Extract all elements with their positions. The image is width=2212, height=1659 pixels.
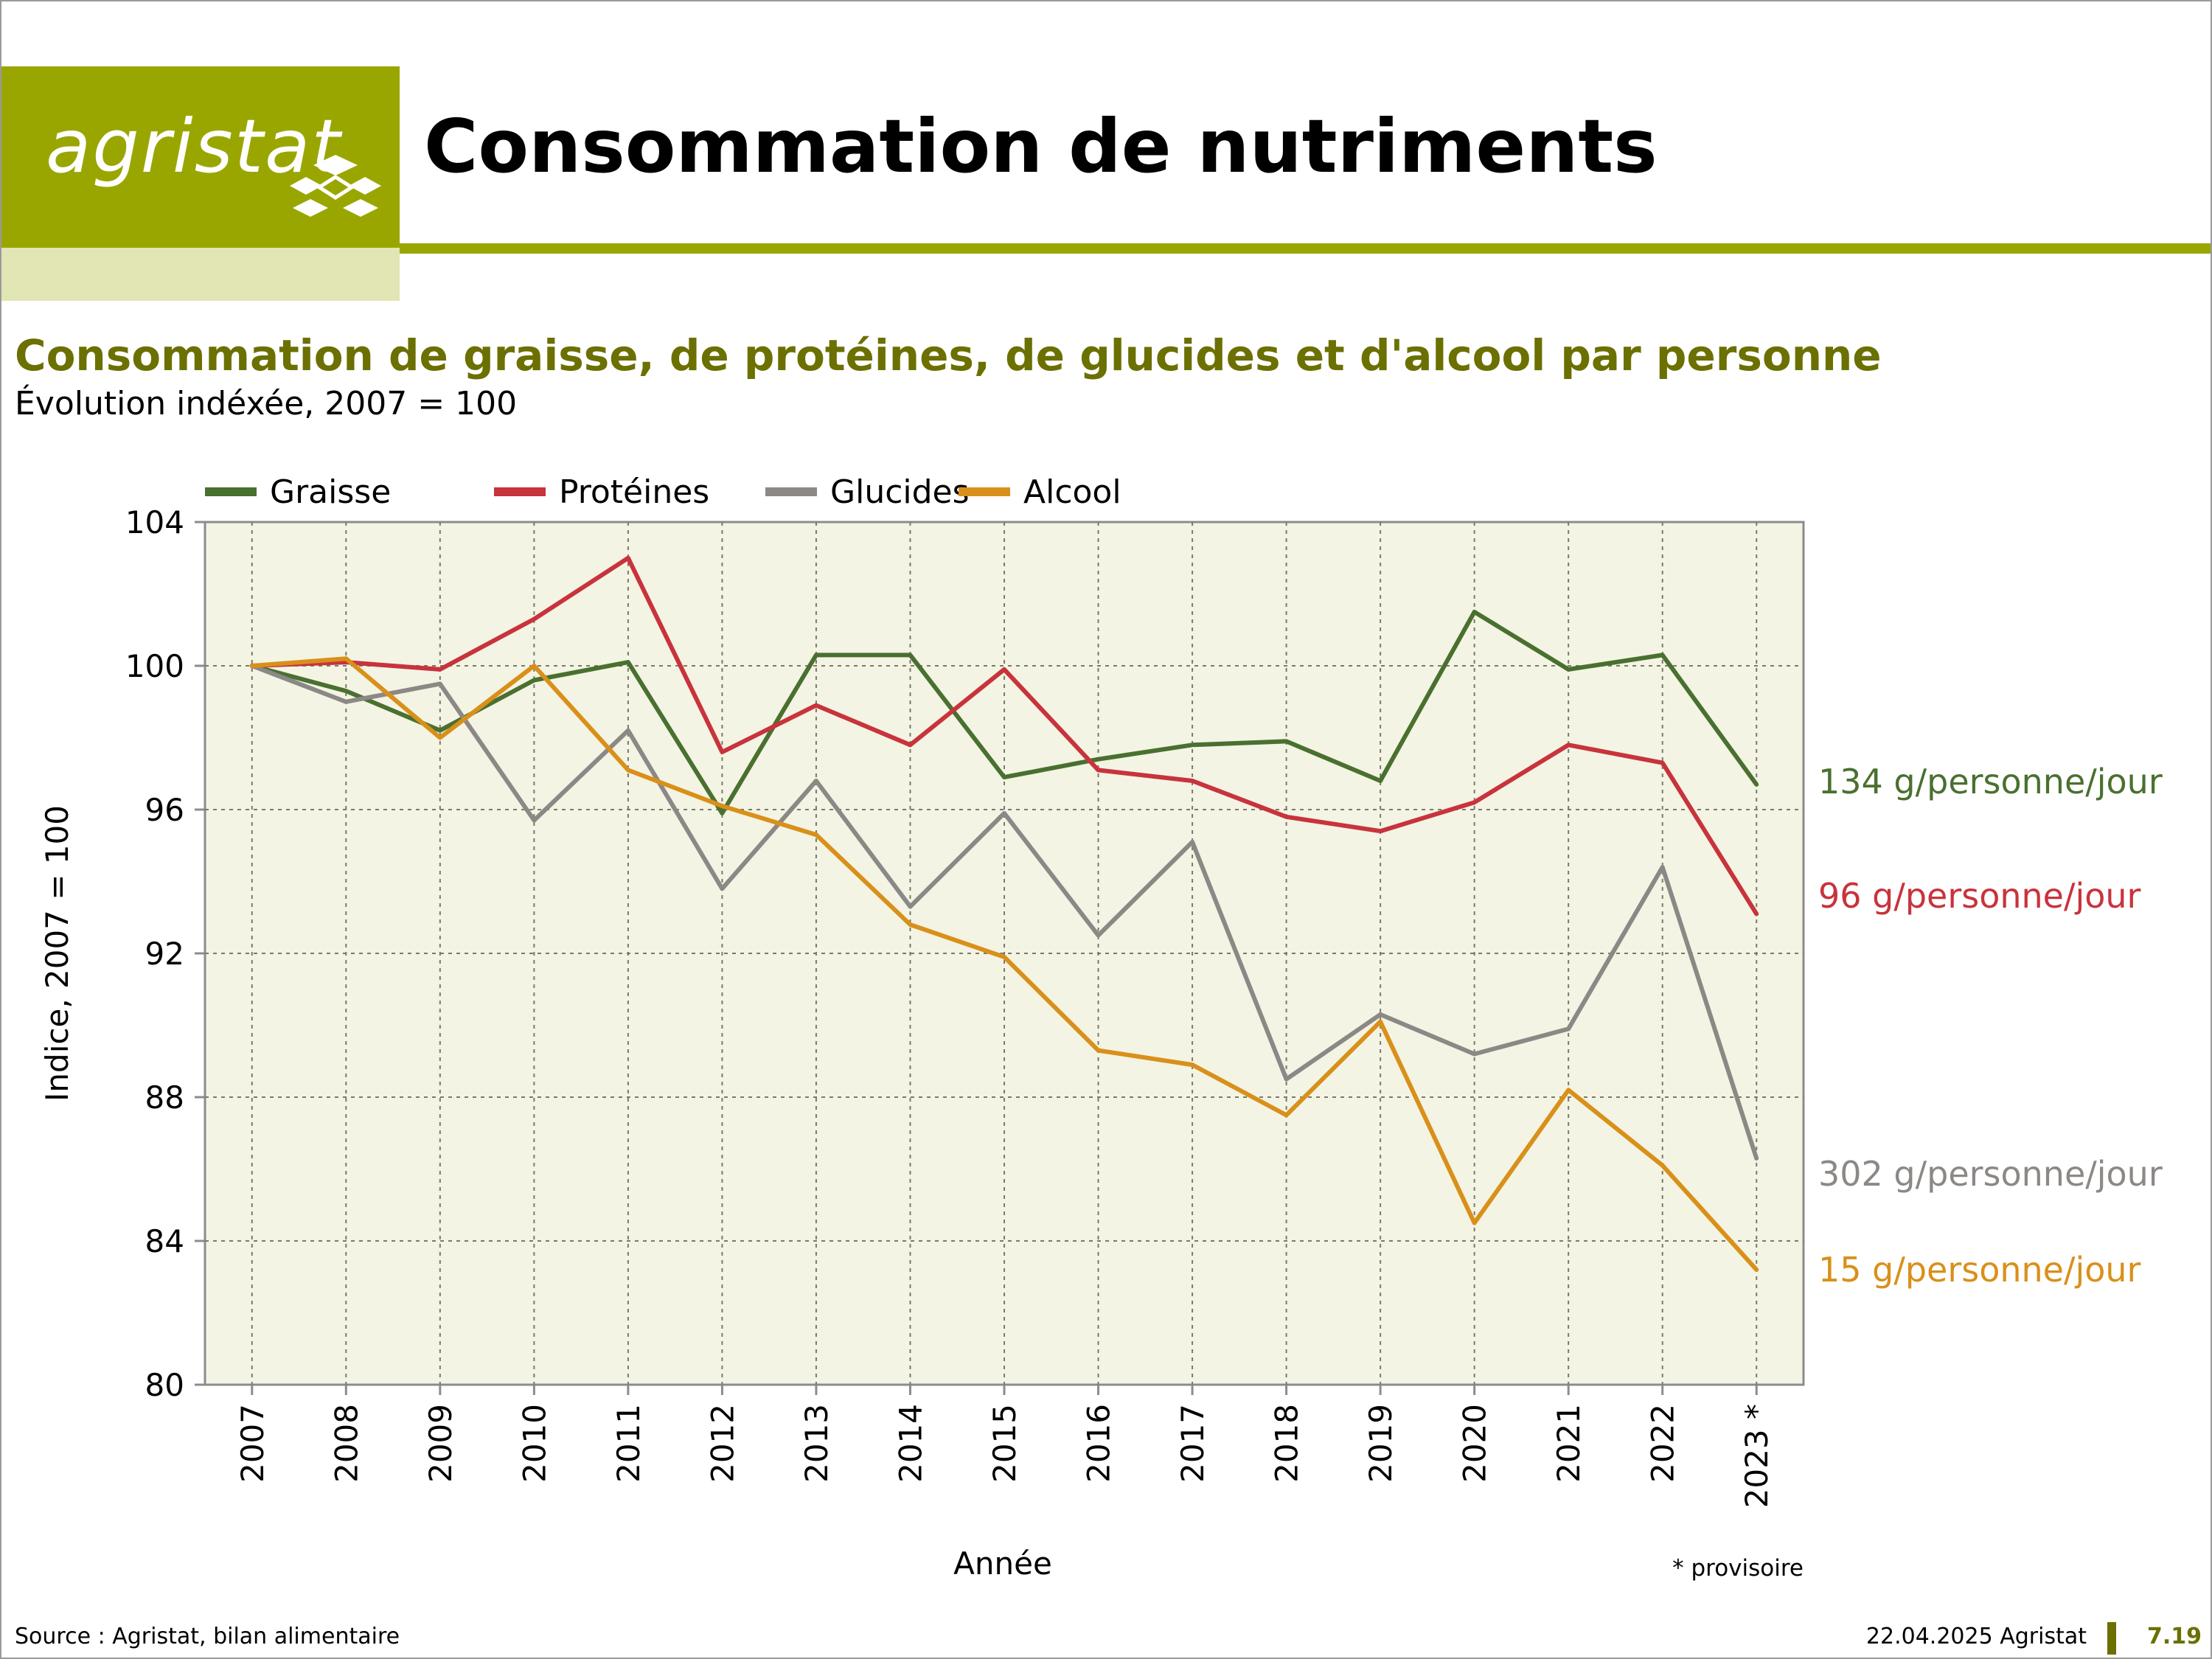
x-tick-label: 2020 <box>1457 1404 1493 1483</box>
logo-diamonds-icon <box>290 155 381 217</box>
end-label: 15 g/personne/jour <box>1818 1250 2141 1290</box>
footer-date: 22.04.2025 Agristat <box>1865 1624 2087 1649</box>
x-tick-label: 2008 <box>328 1404 364 1483</box>
end-labels: 134 g/personne/jour 96 g/personne/jour 302… <box>1818 762 2163 1290</box>
logo-text: agristat <box>46 103 342 189</box>
logo-shadow <box>1 248 400 301</box>
y-tick-label: 88 <box>145 1079 184 1116</box>
footer-separator <box>2107 1622 2116 1655</box>
y-tick-label: 100 <box>125 648 184 684</box>
axes: 80 84 88 92 96 100 104 2007 2008 2009 2010 2011 2012… <box>125 504 1775 1508</box>
y-tick-label: 96 <box>145 792 184 828</box>
page-title: Consommation de nutriments <box>424 103 1658 189</box>
x-tick-label: 2017 <box>1175 1404 1211 1483</box>
x-tick-label: 2023 * <box>1739 1404 1775 1508</box>
x-tick-label: 2012 <box>704 1404 740 1483</box>
chart-legend: Graisse Protéines Glucides Alcool <box>205 473 1121 511</box>
x-tick-label: 2014 <box>892 1404 928 1483</box>
x-tick-label: 2022 <box>1645 1404 1681 1483</box>
chart-subtitle: Évolution indéxée, 2007 = 100 <box>15 385 518 422</box>
legend-label: Alcool <box>1023 473 1121 511</box>
x-tick-label: 2009 <box>422 1404 459 1483</box>
end-label: 302 g/personne/jour <box>1818 1154 2163 1194</box>
x-tick-label: 2013 <box>799 1404 835 1483</box>
x-axis-label: Année <box>953 1545 1052 1582</box>
grid-lines <box>205 522 1804 1385</box>
series-lines <box>249 555 1759 1272</box>
end-label: 134 g/personne/jour <box>1818 762 2163 801</box>
x-tick-label: 2018 <box>1269 1404 1305 1483</box>
legend-label: Protéines <box>559 473 709 511</box>
x-tick-label: 2016 <box>1081 1404 1117 1483</box>
line-chart: Graisse Protéines Glucides Alcool 80 84 88 92 9… <box>39 473 2163 1582</box>
series-line-graisse <box>249 609 1759 815</box>
y-tick-label: 80 <box>145 1367 184 1403</box>
series-line-alcool <box>249 656 1759 1272</box>
end-label: 96 g/personne/jour <box>1818 876 2141 916</box>
x-tick-label: 2010 <box>516 1404 552 1483</box>
y-tick-label: 104 <box>125 504 184 540</box>
provisional-note: * provisoire <box>1672 1555 1804 1582</box>
y-tick-label: 92 <box>145 936 184 972</box>
series-line-proteines <box>249 555 1759 917</box>
series-line-glucides <box>249 664 1759 1161</box>
legend-label: Graisse <box>270 473 391 511</box>
page-number: 7.19 <box>2147 1624 2202 1649</box>
footer-source: Source : Agristat, bilan alimentaire <box>15 1624 400 1649</box>
legend-label: Glucides <box>830 473 970 511</box>
header-rule <box>400 243 2211 254</box>
y-tick-label: 84 <box>145 1223 184 1259</box>
chart-title: Consommation de graisse, de protéines, d… <box>15 330 1882 380</box>
x-tick-label: 2021 <box>1551 1404 1587 1483</box>
x-tick-label: 2019 <box>1363 1404 1399 1483</box>
x-tick-label: 2007 <box>234 1404 271 1483</box>
y-axis-label: Indice, 2007 = 100 <box>39 805 75 1102</box>
x-tick-label: 2015 <box>987 1404 1023 1483</box>
x-tick-label: 2011 <box>611 1404 647 1483</box>
